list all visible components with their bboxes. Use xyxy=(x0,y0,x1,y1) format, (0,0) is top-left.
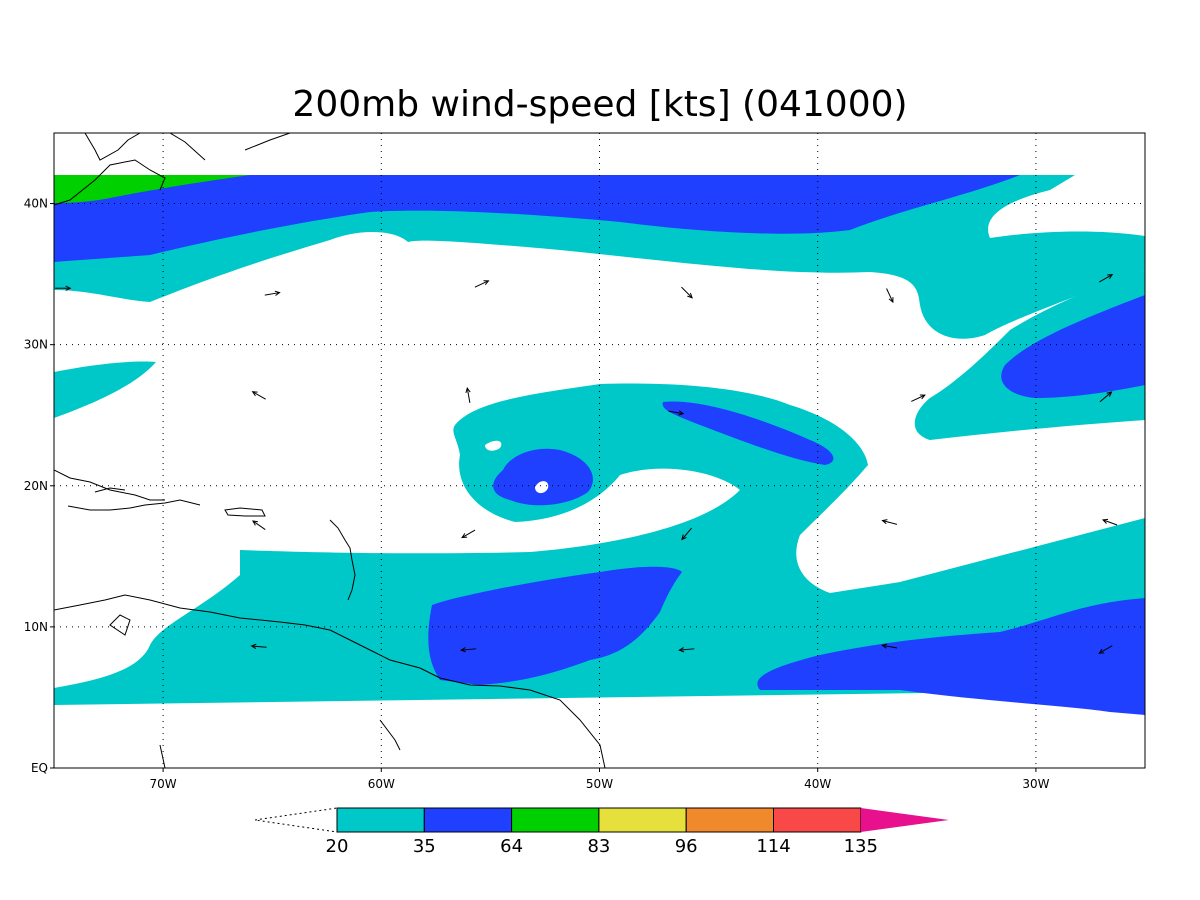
wind-arrow xyxy=(459,647,477,653)
colorbar-label: 20 xyxy=(326,836,349,857)
coastlines xyxy=(54,133,606,768)
lon-tick-label: 50W xyxy=(586,777,613,791)
colorbar: 20 35 64 83 96 114 135 xyxy=(254,807,949,857)
lake-maracaibo xyxy=(109,614,131,636)
lat-tick-label: 20N xyxy=(24,479,48,493)
swirl-gap xyxy=(485,440,502,451)
colorbar-label: 135 xyxy=(844,836,878,857)
lat-tick-label: 10N xyxy=(24,620,48,634)
colorbar-segment xyxy=(598,807,687,833)
vortex-blue xyxy=(493,448,593,506)
wind-arrow xyxy=(1098,274,1114,283)
wind-arrow xyxy=(474,280,490,288)
lat-tick-label: EQ xyxy=(31,761,48,775)
south-america-coast xyxy=(54,594,606,768)
wind-arrow xyxy=(678,647,695,653)
wind-arrow xyxy=(252,520,266,531)
swirl-blue xyxy=(662,401,834,465)
colorbar-upper-extension xyxy=(860,808,949,832)
wind-arrow xyxy=(465,386,471,403)
wind-arrow xyxy=(1098,645,1113,654)
northern-jet-blue xyxy=(54,175,1020,262)
colorbar-label: 96 xyxy=(675,836,698,857)
wind-arrow xyxy=(250,643,267,649)
puerto-rico xyxy=(224,507,266,517)
wind-arrow xyxy=(1099,391,1113,403)
wind-arrow xyxy=(55,285,72,291)
wind-arrow xyxy=(264,290,281,296)
lat-tick-label: 30N xyxy=(24,338,48,352)
wind-arrow xyxy=(668,410,685,416)
south-central-blue xyxy=(428,566,682,685)
wind-arrow xyxy=(881,643,898,649)
colorbar-segment xyxy=(773,807,862,833)
wind-arrow xyxy=(681,286,693,299)
west-atlantic-cyan xyxy=(54,361,156,418)
wind-arrow xyxy=(881,519,898,525)
colorbar-segment xyxy=(685,807,775,833)
wind-arrow xyxy=(251,391,266,400)
lon-tick-label: 40W xyxy=(804,777,831,791)
colorbar-segment xyxy=(336,807,425,833)
central-swirl-cyan xyxy=(54,383,1145,705)
colorbar-segment xyxy=(511,807,600,833)
east-jet-blue xyxy=(1001,295,1145,398)
latitude-labels: EQ 10N 20N 30N 40N xyxy=(24,197,54,775)
wind-arrow xyxy=(461,529,476,539)
wind-arrow xyxy=(681,527,692,541)
lon-tick-label: 70W xyxy=(150,777,177,791)
jet-core-green xyxy=(54,175,250,203)
cuba-hispaniola xyxy=(54,469,201,511)
colorbar-label: 83 xyxy=(587,836,610,857)
wind-vectors xyxy=(55,274,1118,654)
figure-title: 200mb wind-speed [kts] (041000) xyxy=(292,84,907,125)
north-america-coast xyxy=(54,133,291,206)
wind-speed-shading xyxy=(54,175,1145,715)
lon-tick-label: 60W xyxy=(368,777,395,791)
wind-arrow xyxy=(1101,518,1118,526)
colorbar-segment xyxy=(423,807,513,833)
colorbar-label: 35 xyxy=(413,836,436,857)
southeast-blue xyxy=(757,598,1145,715)
lat-tick-label: 40N xyxy=(24,197,48,211)
wind-arrow xyxy=(911,394,926,402)
vortex-center xyxy=(535,481,549,494)
colorbar-lower-extension xyxy=(254,807,338,833)
wind-arrow xyxy=(886,288,894,304)
colorbar-label: 114 xyxy=(756,836,790,857)
longitude-labels: 70W 60W 50W 40W 30W xyxy=(150,768,1050,791)
colorbar-label: 64 xyxy=(500,836,523,857)
lon-tick-label: 30W xyxy=(1022,777,1049,791)
lesser-antilles xyxy=(329,519,356,601)
